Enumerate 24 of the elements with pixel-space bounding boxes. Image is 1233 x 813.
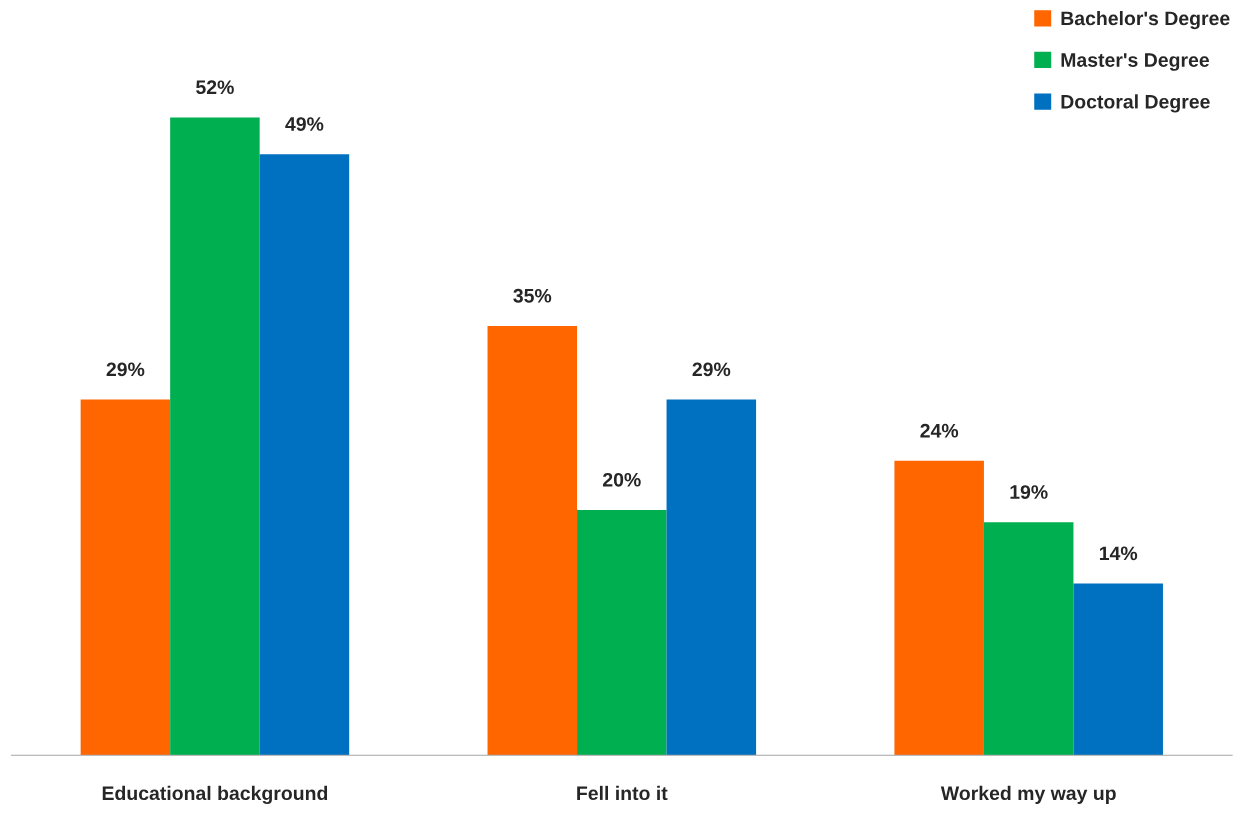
data-label: 29% <box>106 362 145 377</box>
bar <box>170 117 260 756</box>
bar <box>577 509 667 756</box>
bar <box>80 399 171 756</box>
bar <box>487 325 578 756</box>
legend-label: Bachelor's Degree <box>1061 10 1230 30</box>
bar <box>259 154 350 756</box>
data-label: 35% <box>513 288 552 303</box>
data-label: 49% <box>285 117 324 131</box>
data-label: 19% <box>1010 485 1048 499</box>
bar <box>666 399 757 756</box>
x-tick-label: Worked my way up <box>940 785 1116 804</box>
bar <box>894 460 984 756</box>
bar <box>983 522 1074 756</box>
x-tick-label: Educational background <box>102 785 328 805</box>
legend-label: Doctoral Degree <box>1061 94 1210 113</box>
data-label: 20% <box>603 472 641 487</box>
data-label: 29% <box>692 362 731 377</box>
data-label: 52% <box>196 80 234 95</box>
x-tick-label: Fell into it <box>577 785 668 801</box>
data-label: 14% <box>1099 546 1138 561</box>
data-label: 24% <box>920 423 959 438</box>
bar <box>1073 583 1163 756</box>
legend-label: Master's Degree <box>1061 53 1210 71</box>
